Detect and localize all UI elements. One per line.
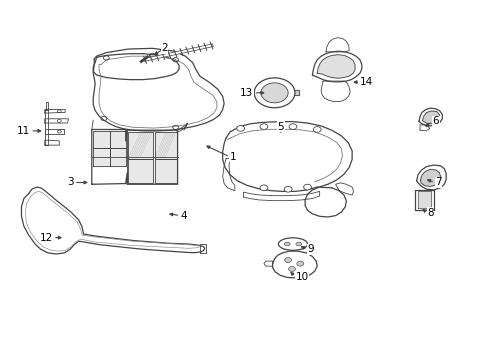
Polygon shape: [45, 103, 47, 109]
Text: 8: 8: [427, 208, 433, 218]
Polygon shape: [109, 131, 126, 148]
Text: 13: 13: [240, 88, 253, 98]
Polygon shape: [155, 132, 176, 159]
Polygon shape: [45, 130, 64, 134]
Polygon shape: [272, 251, 317, 278]
Ellipse shape: [295, 242, 301, 246]
Text: 10: 10: [295, 272, 308, 282]
Circle shape: [288, 266, 295, 271]
Text: 1: 1: [229, 152, 236, 162]
Polygon shape: [243, 192, 319, 201]
Polygon shape: [264, 261, 272, 266]
Polygon shape: [325, 38, 348, 52]
Polygon shape: [128, 159, 153, 183]
Text: 6: 6: [432, 116, 438, 126]
Text: 12: 12: [40, 233, 53, 243]
Circle shape: [313, 127, 321, 132]
Polygon shape: [417, 192, 430, 208]
Circle shape: [260, 124, 267, 130]
Circle shape: [236, 126, 244, 131]
Text: 4: 4: [180, 211, 187, 221]
Text: 5: 5: [277, 122, 284, 132]
Circle shape: [254, 78, 294, 108]
Circle shape: [284, 257, 291, 262]
Polygon shape: [128, 132, 153, 159]
Ellipse shape: [284, 242, 289, 246]
Polygon shape: [418, 108, 442, 126]
Polygon shape: [93, 148, 109, 166]
Polygon shape: [335, 183, 353, 195]
Polygon shape: [45, 109, 48, 145]
Circle shape: [296, 261, 303, 266]
Circle shape: [303, 184, 311, 190]
Polygon shape: [93, 48, 224, 131]
Text: 9: 9: [307, 244, 313, 255]
Polygon shape: [93, 54, 179, 80]
Circle shape: [261, 83, 287, 103]
Polygon shape: [416, 165, 445, 190]
Polygon shape: [419, 125, 429, 131]
Text: 14: 14: [359, 77, 372, 87]
Polygon shape: [321, 81, 349, 102]
Text: 7: 7: [434, 177, 441, 188]
Polygon shape: [414, 190, 433, 210]
Polygon shape: [109, 148, 126, 166]
Polygon shape: [312, 51, 361, 82]
Circle shape: [284, 186, 291, 192]
Polygon shape: [294, 90, 298, 95]
Circle shape: [288, 124, 296, 130]
Text: 11: 11: [17, 126, 30, 136]
Polygon shape: [200, 244, 205, 253]
Text: 3: 3: [67, 177, 74, 188]
Polygon shape: [420, 169, 440, 186]
Polygon shape: [422, 111, 439, 124]
Polygon shape: [317, 55, 354, 78]
Circle shape: [260, 185, 267, 191]
Polygon shape: [45, 109, 65, 113]
Ellipse shape: [278, 238, 307, 250]
Polygon shape: [45, 119, 68, 123]
Polygon shape: [45, 140, 59, 145]
Text: 2: 2: [161, 43, 167, 53]
Polygon shape: [93, 131, 109, 148]
Polygon shape: [21, 187, 204, 254]
Polygon shape: [155, 159, 176, 183]
Polygon shape: [222, 159, 234, 191]
